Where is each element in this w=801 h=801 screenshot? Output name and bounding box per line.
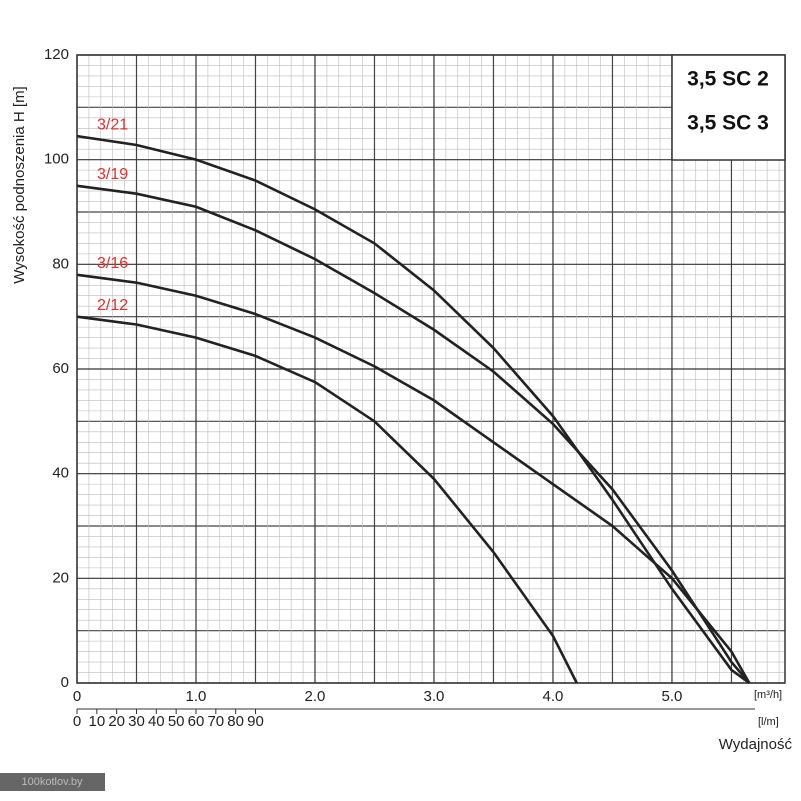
x2-tick-label: 30 [128,713,145,730]
x2-tick-label: 20 [108,713,125,730]
x2-tick-label: 90 [247,713,264,730]
y-axis-label: Wysokość podnoszenia H [m] [11,86,28,283]
curve-label: 3/21 [97,116,128,133]
pump-curve [76,134,751,685]
title-box [671,54,786,161]
curve-label: 3/16 [97,255,128,272]
x-tick-label: 0 [73,688,81,705]
x2-tick-label: 80 [227,713,244,730]
x-tick-label: 2.0 [305,688,326,705]
x2-tick-label: 70 [207,713,224,730]
plot-frame [76,54,786,684]
curve-label: 3/19 [97,166,128,183]
x2-tick-label: 0 [73,713,81,730]
y-tick-label: 120 [44,46,69,63]
x2-tick-label: 50 [168,713,185,730]
x-axis-label: Wydajność [719,736,793,753]
y-tick-label: 0 [61,674,69,691]
y-tick-label: 60 [52,360,69,377]
watermark-bg [0,773,105,791]
x2-tick-label: 60 [188,713,205,730]
y-tick-label: 20 [52,569,69,586]
pump-curve [76,184,751,684]
x-tick-label: 3.0 [424,688,445,705]
x-tick-label: 1.0 [186,688,207,705]
x-tick-label: 4.0 [543,688,564,705]
x-unit: [m³/h] [754,689,782,701]
pump-curve [76,273,751,684]
x2-unit: [l/m] [758,716,779,728]
y-tick-label: 40 [52,465,69,482]
title: 3,5 SC 3 [687,112,769,135]
x2-tick-label: 40 [148,713,165,730]
x-tick-label: 5.0 [662,688,683,705]
y-tick-label: 80 [52,255,69,272]
pump-curve [76,315,578,684]
watermark: 100kotlov.by [22,776,83,788]
y-tick-label: 100 [44,151,69,168]
title: 3,5 SC 2 [687,68,769,91]
curve-label: 2/12 [97,297,128,314]
x2-tick-label: 10 [88,713,105,730]
